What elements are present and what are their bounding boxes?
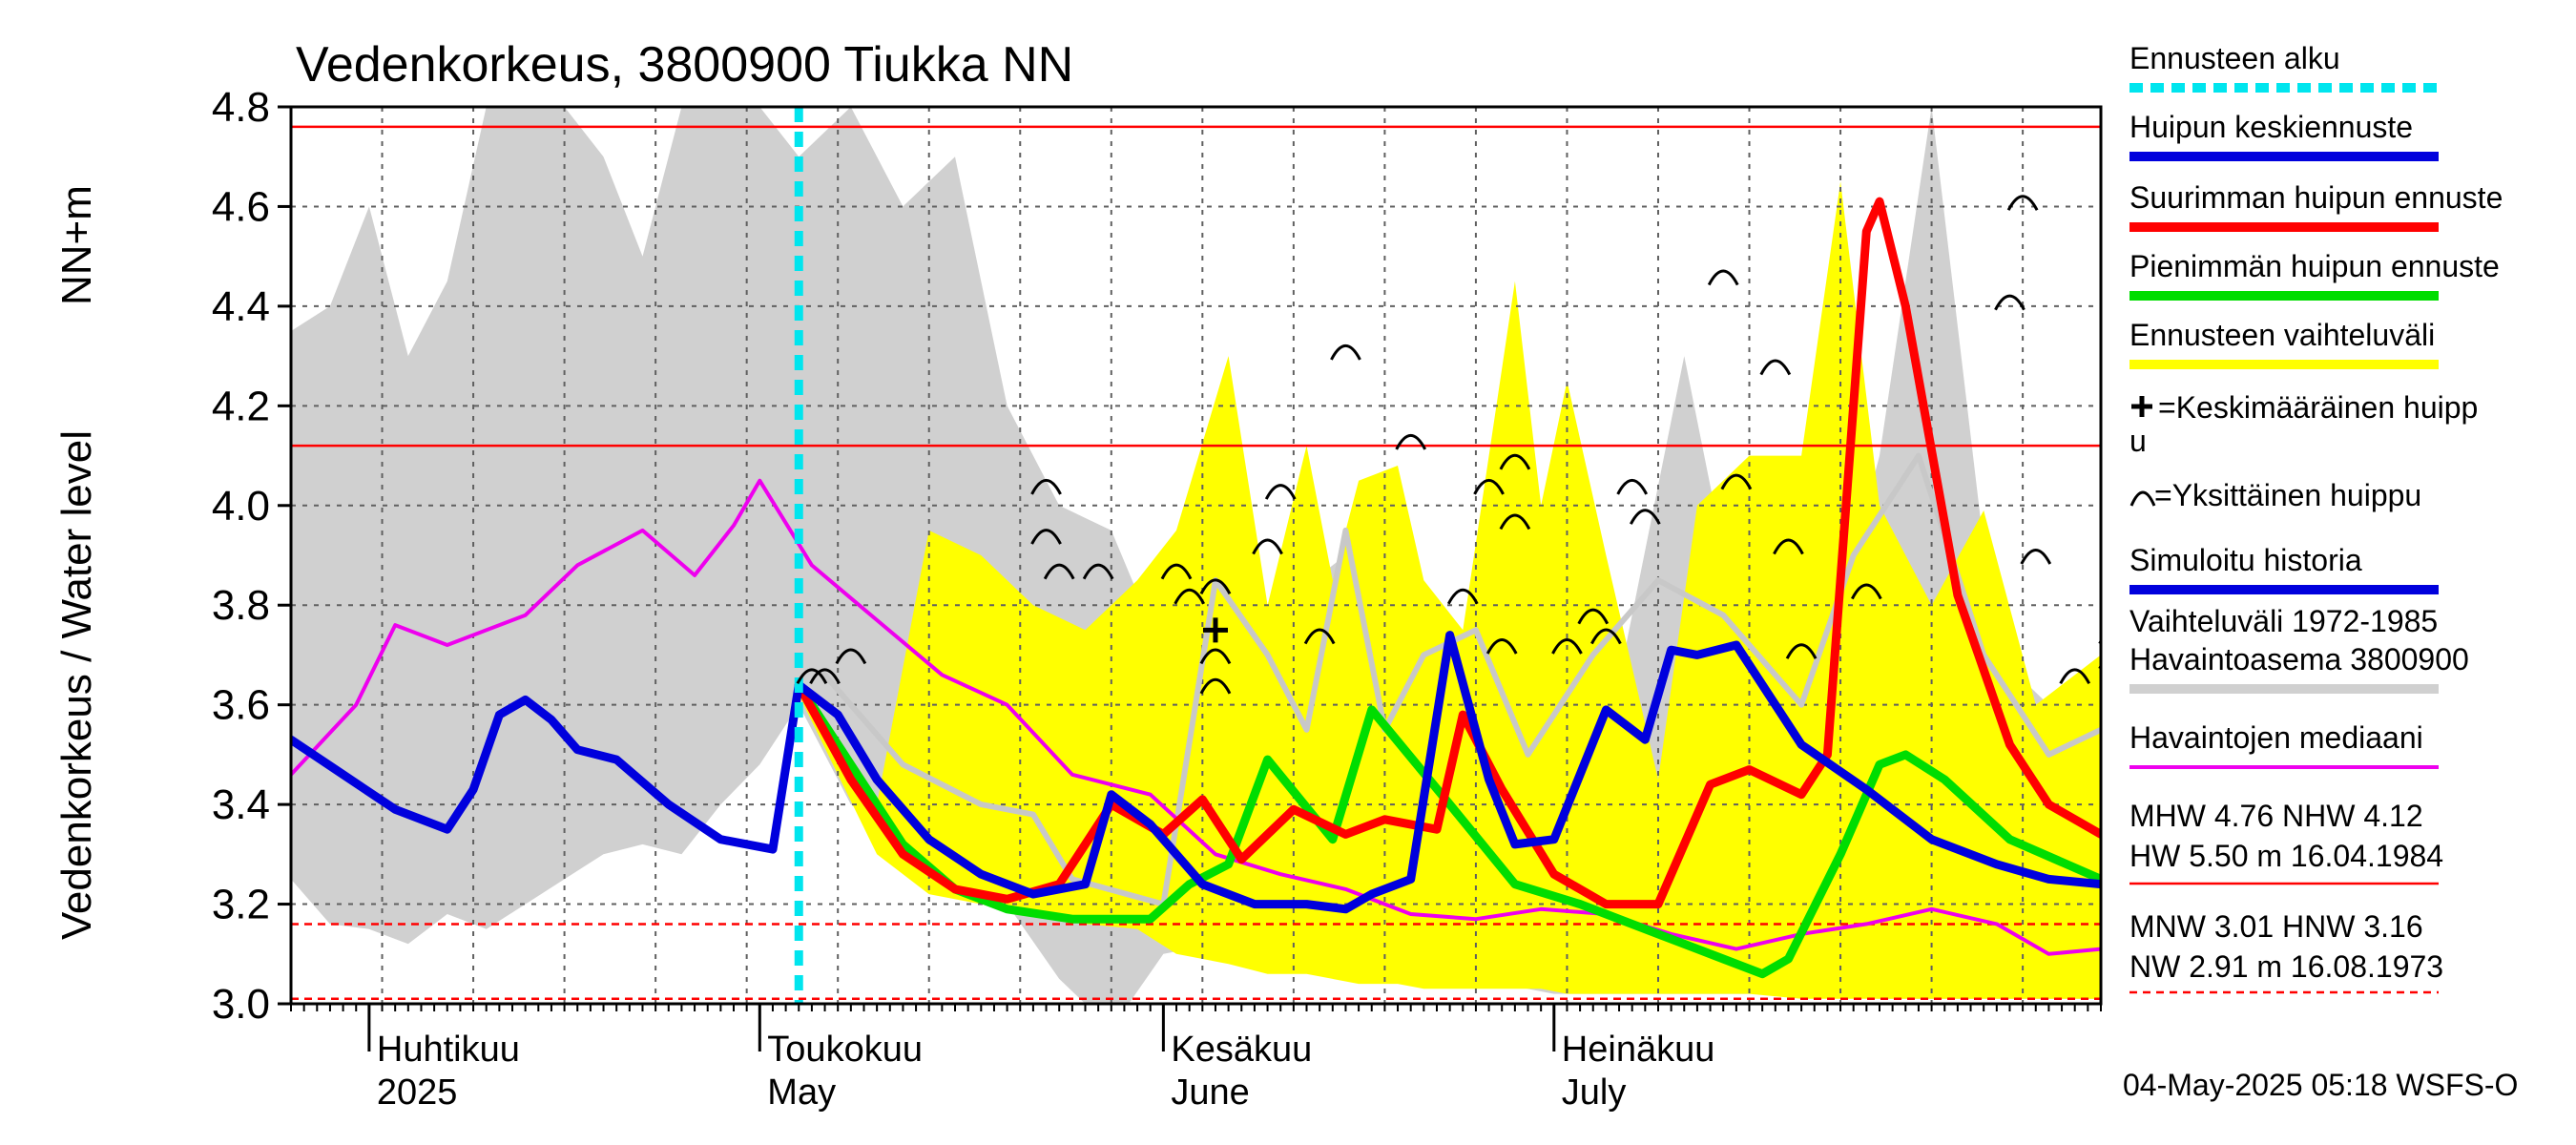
peak-marker (1577, 608, 1610, 625)
peak-marker (1590, 628, 1622, 645)
peak-marker (2006, 195, 2039, 211)
y-tick-label: 4.0 (212, 483, 270, 530)
y-tick-label: 4.8 (212, 84, 270, 131)
legend-label: Simuloitu historia (2129, 543, 2362, 577)
peak-marker (1851, 583, 1882, 600)
peak-marker (809, 668, 841, 685)
peak-marker (2059, 668, 2091, 685)
y-axis-label: Vedenkorkeus / Water level (53, 430, 100, 940)
peak-marker (2098, 663, 2101, 670)
peak-marker (1395, 433, 1427, 450)
peak-marker (1785, 643, 1818, 659)
legend-label: =Keskimääräinen huipp (2158, 390, 2478, 425)
mean-peak-marker (1202, 617, 1228, 643)
y-tick-label: 3.8 (212, 582, 270, 629)
peak-marker (1473, 478, 1505, 495)
peak-marker (1030, 529, 1062, 545)
y-tick-label: 3.0 (212, 981, 270, 1028)
min-peak-forecast-line (794, 680, 2101, 979)
peak-marker (1199, 648, 1232, 665)
peak-marker (1499, 513, 1531, 531)
x-month-label: Huhtikuu (377, 1030, 520, 1070)
y-axis-unit: NN+m (53, 185, 100, 305)
history-station-line (821, 452, 2101, 907)
peak-marker (1499, 453, 1531, 470)
legend-cross-icon (2131, 396, 2152, 417)
legend-stat: HW 5.50 m 16.04.1984 (2129, 839, 2443, 873)
legend-label-cont: u (2129, 424, 2147, 458)
x-month-label-en: May (767, 1072, 836, 1113)
y-tick-label: 4.2 (212, 383, 270, 429)
peak-marker (1616, 478, 1649, 495)
x-month-label-en: 2025 (377, 1072, 458, 1113)
legend-arc-icon (2129, 490, 2156, 507)
legend-label: Pienimmän huipun ennuste (2129, 249, 2500, 283)
legend-label: Havaintojen mediaani (2129, 720, 2423, 755)
x-month-label: Heinäkuu (1562, 1030, 1715, 1070)
peak-marker (1199, 677, 1232, 695)
simulated-history-line (291, 680, 803, 854)
peak-marker (1720, 473, 1753, 490)
peak-marker (1030, 478, 1062, 495)
peak-marker (1199, 578, 1232, 595)
plot-frame (289, 105, 2103, 1006)
peak-marker (1330, 344, 1361, 361)
series-lines-layer (291, 107, 2101, 1004)
bands-layer (291, 107, 2101, 1004)
peak-marker (1082, 563, 1114, 580)
legend-label-cont: Havaintoasema 3800900 (2129, 642, 2469, 677)
y-tick-label: 3.2 (212, 882, 270, 928)
peak-marker (1707, 269, 1739, 286)
legend-label: =Yksittäinen huippu (2154, 478, 2421, 512)
peak-marker (1446, 588, 1479, 605)
peak-marker (1174, 588, 1206, 605)
x-month-label: Kesäkuu (1171, 1030, 1312, 1070)
peak-markers-layer (796, 195, 2101, 695)
x-month-label-en: July (1562, 1072, 1627, 1113)
peak-marker (1773, 538, 1804, 555)
forecast-range-band (799, 181, 2101, 999)
peak-marker (1043, 563, 1075, 580)
legend-label: Vaihteluväli 1972-1985 (2129, 604, 2438, 638)
mean-peak-forecast-line (794, 631, 2101, 914)
legend-label: Ennusteen vaihteluväli (2129, 318, 2435, 352)
peak-marker (2098, 638, 2101, 645)
y-tick-label: 3.4 (212, 781, 270, 828)
legend-stat: MNW 3.01 HNW 3.16 (2129, 909, 2423, 944)
peak-marker (1160, 563, 1193, 580)
legend-label: Huipun keskiennuste (2129, 110, 2413, 144)
legend-label: Ennusteen alku (2129, 41, 2340, 75)
y-tick-label: 4.4 (212, 283, 270, 330)
peak-marker (1759, 359, 1792, 376)
peak-marker (796, 668, 828, 685)
peak-marker (2020, 549, 2052, 565)
legend-stat: MHW 4.76 NHW 4.12 (2129, 799, 2423, 833)
y-tick-label: 3.6 (212, 682, 270, 729)
axes-layer: 3.0 3.2 3.4 3.6 3.8 4.0 4.2 4.4 4.6 4.8 Huhtikuu20… (212, 84, 2103, 1113)
legend-stat: NW 2.91 m 16.08.1973 (2129, 949, 2443, 984)
peak-marker (1994, 294, 2025, 311)
legend-label: Suurimman huipun ennuste (2129, 180, 2503, 215)
peak-marker (1551, 638, 1583, 655)
x-month-label-en: June (1171, 1072, 1249, 1113)
peak-marker (1485, 638, 1518, 655)
peak-marker (1303, 628, 1336, 645)
legend: Ennusteen alku Huipun keskiennuste Suurimm… (2129, 41, 2503, 994)
peak-marker (835, 648, 867, 665)
peak-marker (1252, 538, 1283, 555)
peak-marker (1630, 509, 1661, 525)
peak-marker (1264, 484, 1297, 500)
y-tick-label: 4.6 (212, 183, 270, 230)
reference-lines-layer (291, 125, 2101, 1001)
x-month-label: Toukokuu (767, 1030, 923, 1070)
chart-title: Vedenkorkeus, 3800900 Tiukka NN (296, 37, 1073, 93)
timestamp: 04-May-2025 05:18 WSFS-O (2123, 1068, 2518, 1102)
